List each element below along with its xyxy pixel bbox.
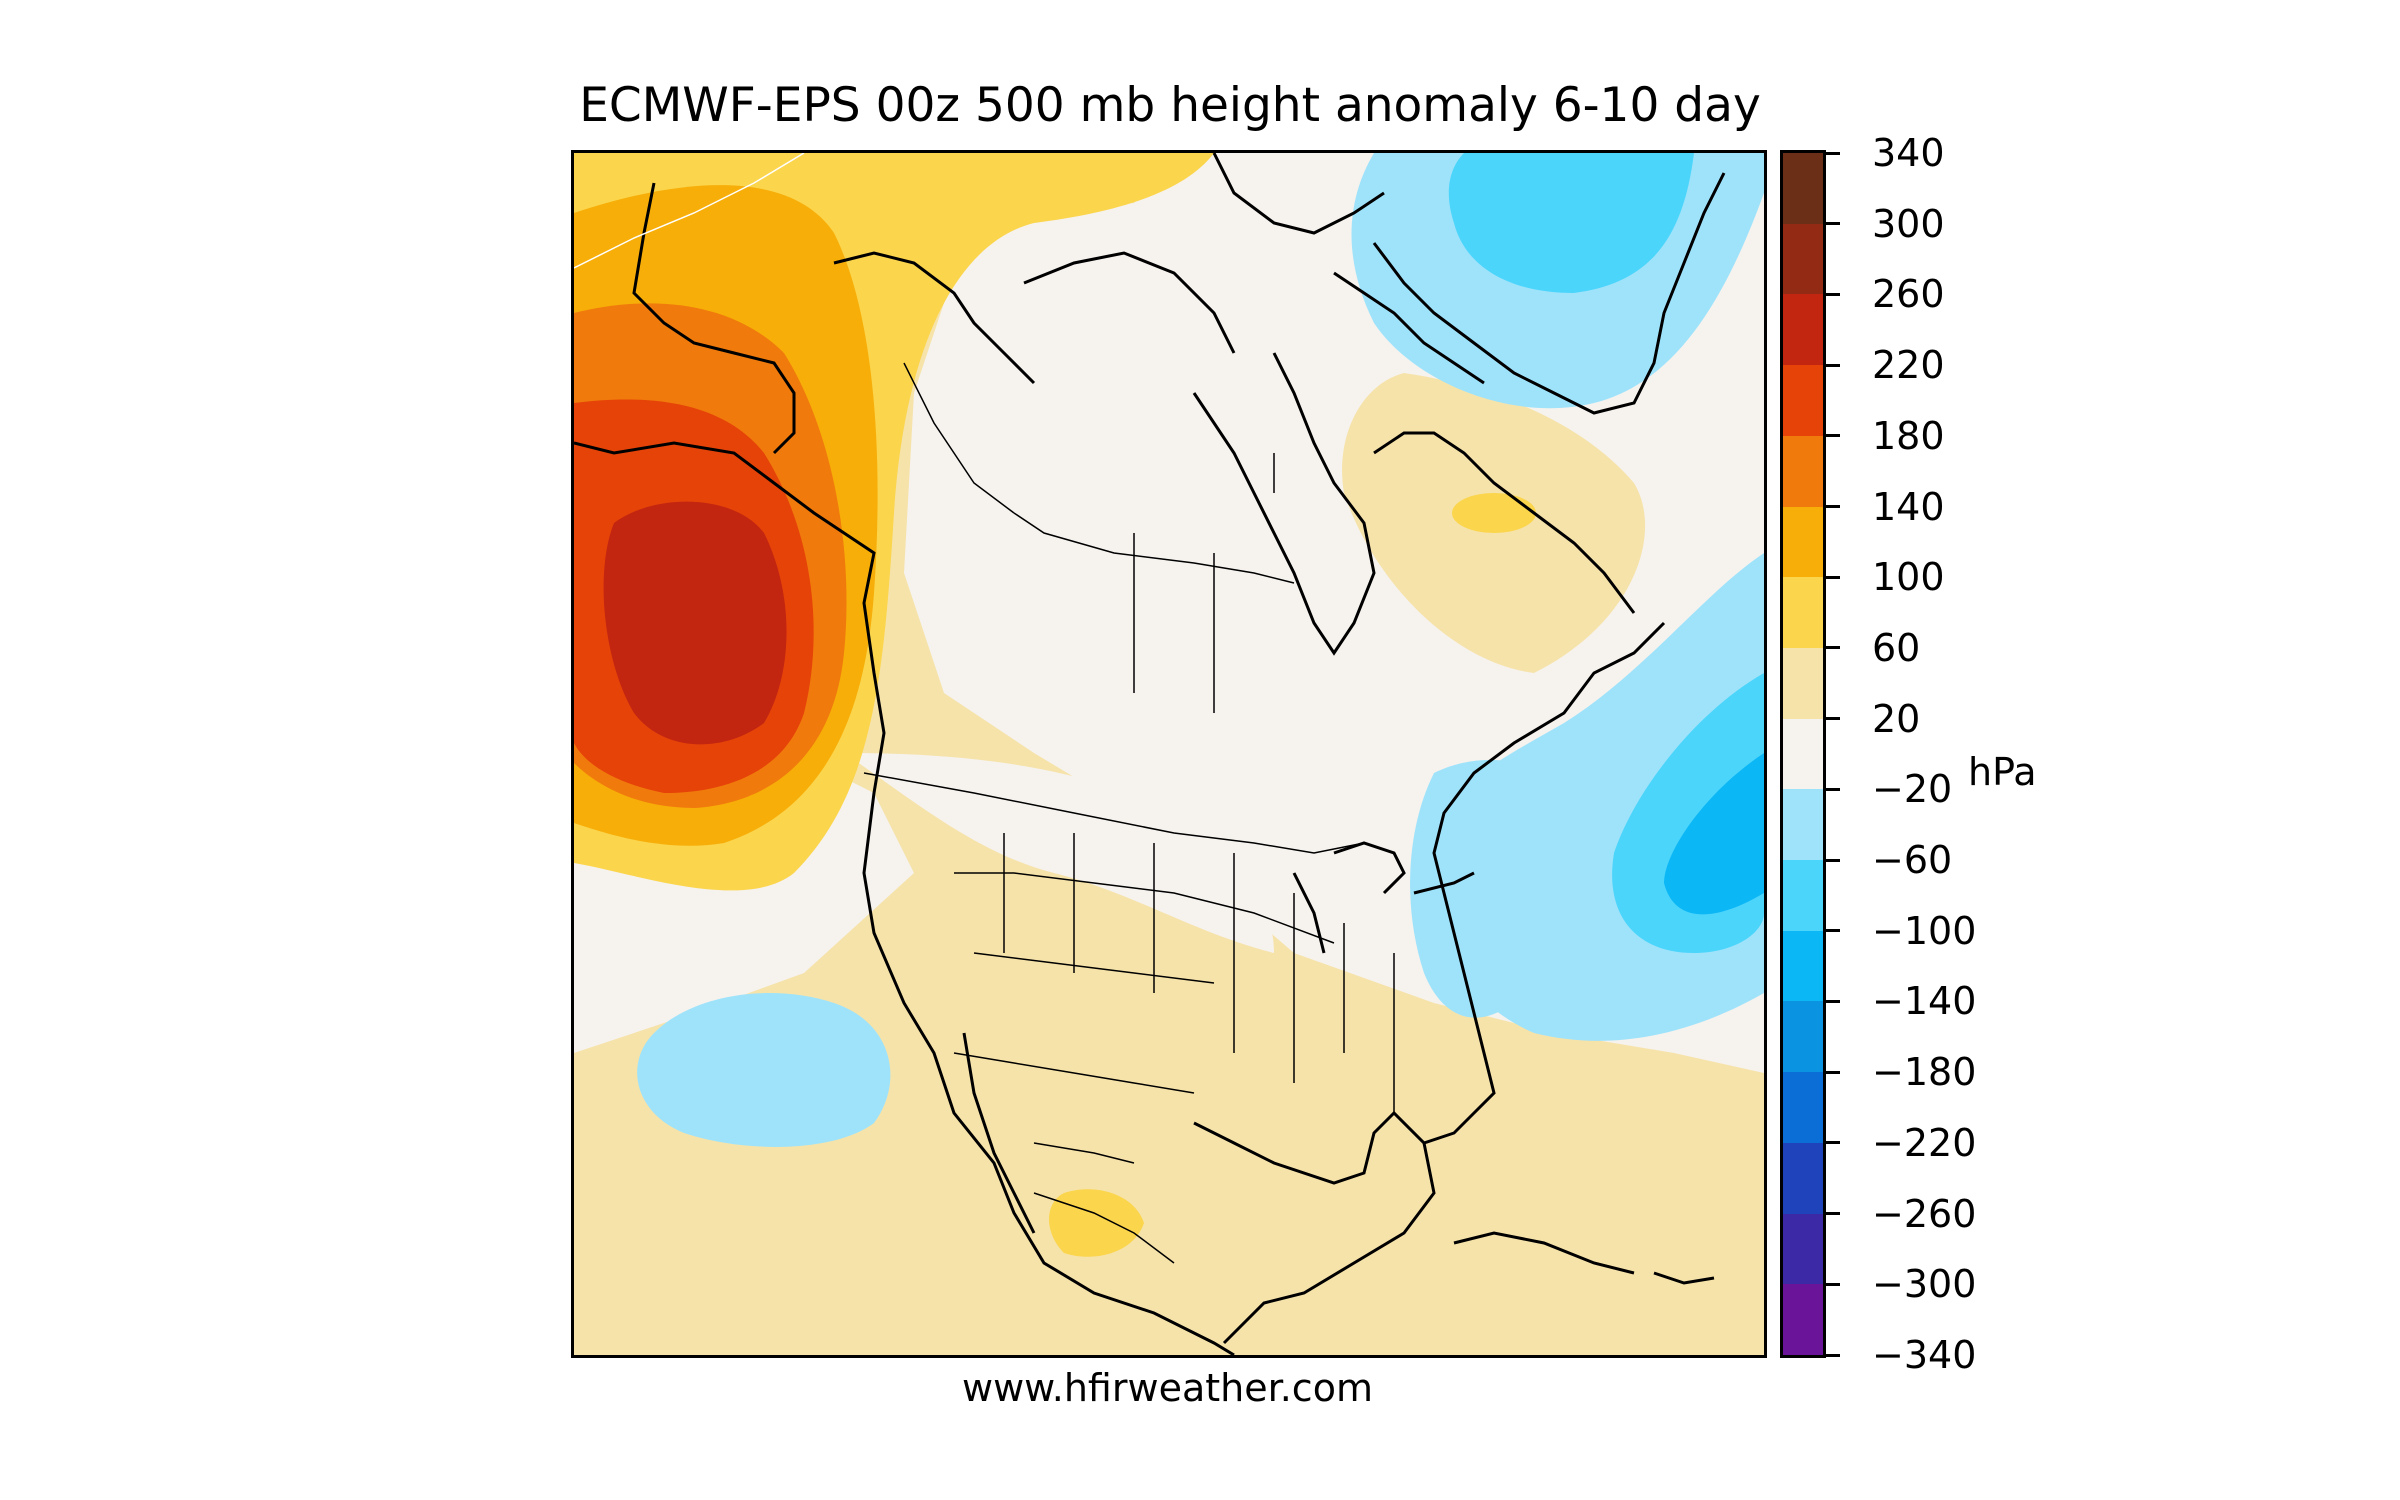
footer-url: www.hfirweather.com (962, 1366, 1373, 1410)
anomaly-neutral-canada-interior (1015, 432, 1329, 754)
colorbar-tick (1826, 505, 1840, 509)
graticule (574, 153, 805, 269)
colorbar-tick-label: 60 (1872, 625, 1921, 670)
anomaly-neutral-central-us (844, 753, 1274, 953)
colorbar-tick (1826, 222, 1840, 226)
map-canvas (574, 153, 1764, 1355)
anomaly-neg-60-100-greenland (1448, 153, 1694, 293)
colorbar-tick (1826, 151, 1840, 155)
colorbar-tick (1826, 363, 1840, 367)
colorbar-tick-label: −260 (1872, 1191, 1977, 1236)
colorbar-tick (1826, 717, 1840, 721)
colorbar-segment (1783, 718, 1823, 791)
colorbar-tick-label: −180 (1872, 1050, 1977, 1095)
colorbar-tick-label: 20 (1872, 696, 1921, 741)
anomaly-pos-60-100-patch (1452, 493, 1536, 533)
colorbar-segment (1783, 577, 1823, 649)
colorbar-tick-label: −340 (1872, 1333, 1977, 1377)
colorbar-segment (1783, 153, 1823, 225)
colorbar-tick (1826, 575, 1840, 579)
colorbar-tick-label: 340 (1872, 131, 1945, 175)
colorbar-segment (1783, 1213, 1823, 1286)
colorbar-segment (1783, 365, 1823, 437)
anomaly-neg-100-140-atlantic (1664, 753, 1764, 915)
colorbar-units-label: hPa (1968, 750, 2037, 794)
colorbar-segment (1783, 435, 1823, 508)
colorbar-segment (1783, 1142, 1823, 1215)
anomaly-neg-20-60-east-coast (1410, 759, 1572, 1018)
colorbar-tick (1826, 434, 1840, 438)
anomaly-neg-20-60-pacific (637, 993, 891, 1147)
colorbar-tick-label: 300 (1872, 201, 1945, 246)
colorbar-tick (1826, 1070, 1840, 1074)
colorbar-tick (1826, 1212, 1840, 1216)
colorbar-tick-label: 180 (1872, 413, 1945, 458)
colorbar-tick (1826, 646, 1840, 650)
coastlines (574, 153, 1726, 1355)
colorbar-tick-label: 260 (1872, 272, 1945, 317)
colorbar-tick-label: 100 (1872, 555, 1945, 600)
colorbar-segment (1783, 223, 1823, 296)
colorbar-tick (1826, 929, 1840, 933)
colorbar-segment (1783, 930, 1823, 1003)
colorbar-segment (1783, 860, 1823, 932)
political-borders (863, 362, 1395, 1264)
chart-title: ECMWF-EPS 00z 500 mb height anomaly 6-10… (579, 78, 1761, 133)
colorbar-tick-label: −20 (1872, 767, 1953, 812)
colorbar-tick-label: −100 (1872, 908, 1977, 953)
colorbar-tick-label: −60 (1872, 838, 1953, 883)
colorbar-tick-label: 140 (1872, 484, 1945, 529)
anomaly-map (571, 150, 1767, 1358)
colorbar-segment (1783, 1284, 1823, 1355)
colorbar-segment (1783, 789, 1823, 862)
colorbar-tick-label: −220 (1872, 1120, 1977, 1165)
colorbar-tick-label: −300 (1872, 1262, 1977, 1307)
colorbar-segment (1783, 506, 1823, 579)
colorbar-tick (1826, 999, 1840, 1003)
colorbar-tick (1826, 1282, 1840, 1286)
colorbar-tick-label: −140 (1872, 979, 1977, 1024)
colorbar-tick-label: 220 (1872, 343, 1945, 388)
colorbar (1780, 150, 1826, 1358)
colorbar-tick (1826, 1353, 1840, 1357)
colorbar-tick (1826, 292, 1840, 296)
colorbar-segment (1783, 647, 1823, 720)
colorbar-segment (1783, 294, 1823, 367)
colorbar-tick (1826, 1141, 1840, 1145)
colorbar-tick (1826, 858, 1840, 862)
colorbar-segment (1783, 1001, 1823, 1074)
colorbar-segment (1783, 1072, 1823, 1144)
colorbar-tick (1826, 787, 1840, 791)
anomaly-pos-220-260-region (603, 501, 787, 745)
